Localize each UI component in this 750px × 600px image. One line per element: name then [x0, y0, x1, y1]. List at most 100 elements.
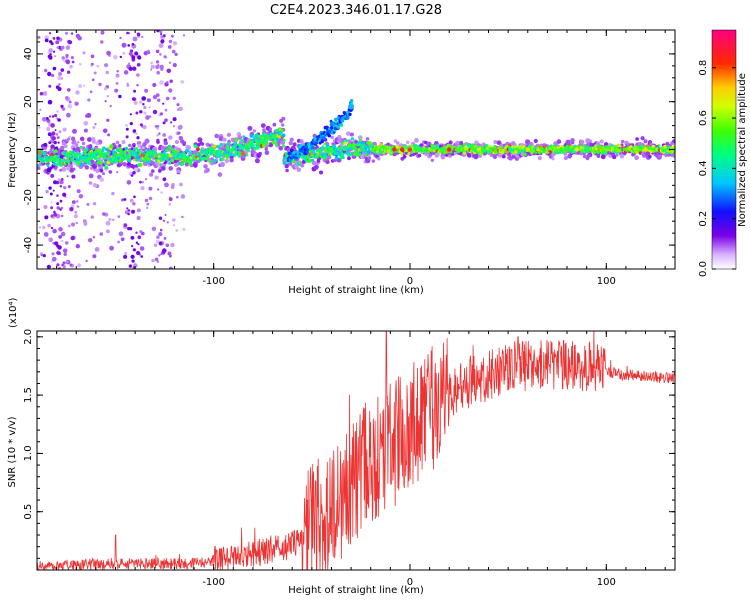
spectrogram-streak-dot — [172, 96, 176, 101]
spectrogram-halo-dot — [508, 155, 513, 161]
spectrogram-noise-dot — [171, 49, 176, 54]
spectrogram-noise-dot — [76, 205, 80, 208]
spectrogram-ridge-dot — [87, 161, 92, 166]
spectrogram-noise-dot — [92, 126, 96, 129]
spectrogram-noise-dot — [100, 40, 104, 44]
spectrogram-halo-dot — [254, 158, 260, 164]
spectrogram-ridge-dot — [663, 144, 667, 148]
spectrogram-ridge-dot — [196, 147, 200, 152]
spectrogram-noise-dot — [150, 68, 153, 71]
spectrogram-streak-dot — [42, 254, 46, 258]
spectrogram-ridge-dot — [104, 165, 109, 170]
spectrogram-streak-dot — [52, 66, 57, 71]
spectrogram-streak-dot — [53, 180, 57, 185]
spectrogram-ridge-dot — [351, 143, 356, 148]
spectrogram-halo-dot — [371, 159, 375, 163]
spectrogram-streak-dot — [132, 66, 137, 71]
spectrogram-ridge-dot — [210, 152, 213, 155]
spectrogram-noise-dot — [60, 239, 64, 243]
spectrogram-noise-dot — [115, 82, 119, 85]
spectrogram-halo-dot — [556, 139, 562, 144]
spectrogram-branch-dot — [297, 154, 301, 158]
spectrogram-branch-dot — [320, 139, 325, 144]
spectrogram-ridge-dot — [213, 144, 217, 148]
spectrogram-hotspot — [447, 147, 452, 152]
spectrogram-halo-dot — [501, 154, 506, 159]
spectrogram-noise-dot — [45, 190, 49, 194]
spectrogram-streak-dot — [159, 228, 163, 232]
spectrogram-halo-dot — [402, 155, 407, 159]
spectrogram-ridge-dot — [37, 164, 40, 167]
colorbar-label: Normalized spectral amplitude — [737, 73, 748, 227]
spectrogram-noise-dot — [116, 171, 119, 174]
spectrogram-ridge-dot — [282, 161, 287, 166]
spectrogram-noise-dot — [140, 186, 145, 191]
spectrogram-streak-dot — [128, 66, 133, 71]
spectrogram-noise-dot — [67, 137, 70, 141]
spectrogram-streak-dot — [127, 212, 130, 216]
spectrogram-noise-dot — [146, 202, 150, 206]
spectrogram-noise-dot — [112, 218, 115, 221]
spectrogram-halo-dot — [210, 157, 214, 161]
spectrogram-streak-dot — [162, 121, 166, 125]
spectrogram-noise-dot — [108, 218, 112, 221]
spectrogram-ridge-dot — [462, 151, 467, 156]
spectrogram-ridge-dot — [176, 150, 180, 153]
spectrogram-noise-dot — [56, 110, 59, 113]
spectrogram-halo-dot — [121, 140, 126, 145]
spectrogram-ridge-dot — [230, 148, 234, 152]
y-tick-label: 20 — [23, 95, 34, 108]
spectrogram-halo-dot — [118, 144, 122, 148]
spectrogram-ridge-dot — [58, 163, 63, 167]
spectrogram-ridge-dot — [240, 138, 245, 143]
spectrogram-halo-dot — [264, 150, 270, 155]
spectrogram-streak-dot — [160, 67, 164, 71]
spectrogram-noise-dot — [70, 204, 75, 208]
spectrogram-noise-dot — [68, 135, 71, 138]
spectrogram-noise-dot — [91, 78, 95, 82]
spectrogram-noise-dot — [69, 64, 73, 69]
spectrogram-noise-dot — [136, 216, 141, 220]
spectrogram-halo-dot — [74, 143, 79, 147]
spectrogram-ridge-dot — [105, 147, 109, 152]
spectrogram-streak-dot — [57, 250, 60, 253]
spectrogram-halo-dot — [63, 144, 68, 149]
spectrogram-streak-dot — [139, 110, 143, 114]
spectrogram-noise-dot — [107, 133, 111, 137]
spectrogram-streak-dot — [72, 167, 76, 171]
spectrogram-streak-dot — [156, 260, 159, 263]
spectrogram-noise-dot — [55, 40, 60, 45]
spectrogram-ridge-dot — [523, 152, 527, 157]
spectrogram-streak-dot — [136, 250, 141, 256]
spectrogram-noise-dot — [38, 126, 41, 129]
spectrogram-halo-dot — [197, 137, 203, 143]
spectrogram-halo-dot — [272, 122, 277, 127]
spectrogram-noise-dot — [86, 112, 92, 118]
x-tick-label: -100 — [202, 276, 225, 287]
spectrogram-halo-dot — [533, 138, 538, 144]
spectrogram-halo-dot — [672, 139, 675, 143]
spectrogram-ridge-dot — [338, 147, 343, 151]
spectrogram-noise-dot — [169, 254, 172, 258]
spectrogram-halo-dot — [393, 139, 398, 143]
spectrogram-streak-dot — [139, 123, 143, 127]
spectrogram-noise-dot — [91, 137, 96, 142]
spectrogram-noise-dot — [167, 45, 172, 49]
spectrogram-ridge-dot — [166, 148, 170, 152]
spectrogram-noise-dot — [40, 253, 44, 257]
spectrogram-ridge-dot — [233, 141, 238, 146]
spectrogram-noise-dot — [132, 36, 138, 42]
spectrogram-ridge-dot — [271, 140, 276, 145]
spectrogram-streak-dot — [133, 89, 137, 93]
spectrogram-noise-dot — [66, 112, 71, 118]
spectrogram-streak-dot — [65, 31, 68, 35]
spectrogram-noise-dot — [172, 218, 176, 222]
spectrogram-ridge-dot — [89, 156, 93, 160]
spectrogram-streak-dot — [60, 231, 66, 237]
spectrogram-branch-dot — [289, 148, 294, 153]
spectrogram-ridge-dot — [281, 133, 286, 138]
spectrogram-ridge-dot — [116, 156, 121, 161]
spectrogram-ridge-dot — [407, 152, 411, 156]
spectrogram-noise-dot — [148, 186, 153, 191]
y-tick-label: 1.0 — [23, 445, 34, 461]
